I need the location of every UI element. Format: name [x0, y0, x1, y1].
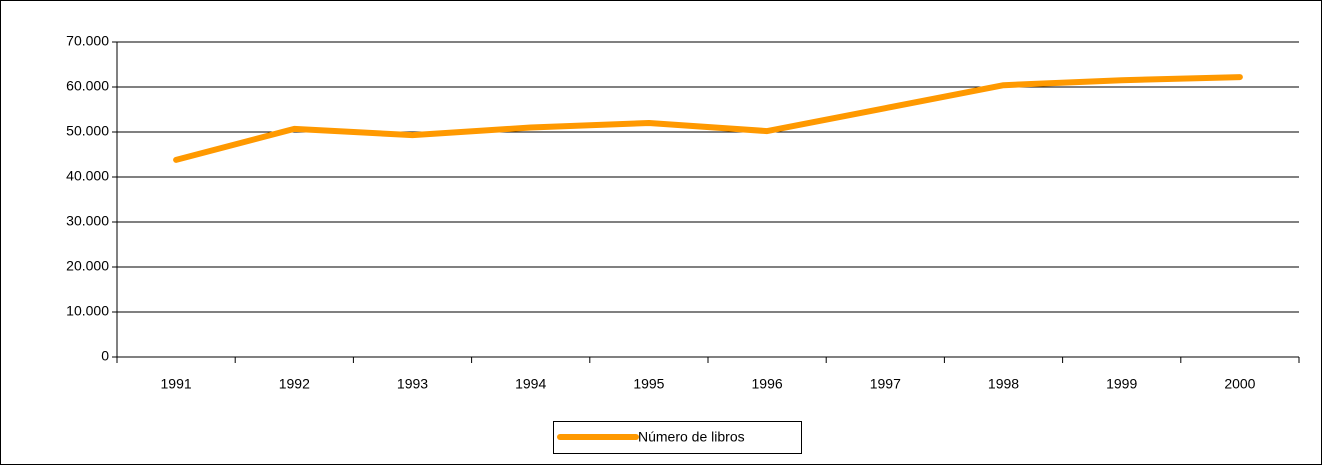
x-tick-label: 1997 [870, 376, 901, 392]
x-tick-label: 1999 [1106, 376, 1137, 392]
y-tick-label: 70.000 [66, 33, 109, 49]
x-tick-label: 1996 [752, 376, 783, 392]
x-tick-label: 1992 [279, 376, 310, 392]
legend-label: Número de libros [638, 429, 745, 445]
x-tick-label: 1994 [515, 376, 546, 392]
y-tick-label: 40.000 [66, 168, 109, 184]
y-tick-label: 50.000 [66, 123, 109, 139]
x-tick-label: 1993 [397, 376, 428, 392]
x-tick-label: 1998 [988, 376, 1019, 392]
y-tick-label: 0 [101, 348, 109, 364]
line-series [173, 74, 1243, 163]
y-tick-label: 30.000 [66, 213, 109, 229]
y-tick-label: 10.000 [66, 303, 109, 319]
y-tick-label: 20.000 [66, 258, 109, 274]
y-tick-label: 60.000 [66, 78, 109, 94]
x-tick-label: 1991 [161, 376, 192, 392]
x-tick-label: 1995 [633, 376, 664, 392]
x-tick-label: 2000 [1224, 376, 1255, 392]
